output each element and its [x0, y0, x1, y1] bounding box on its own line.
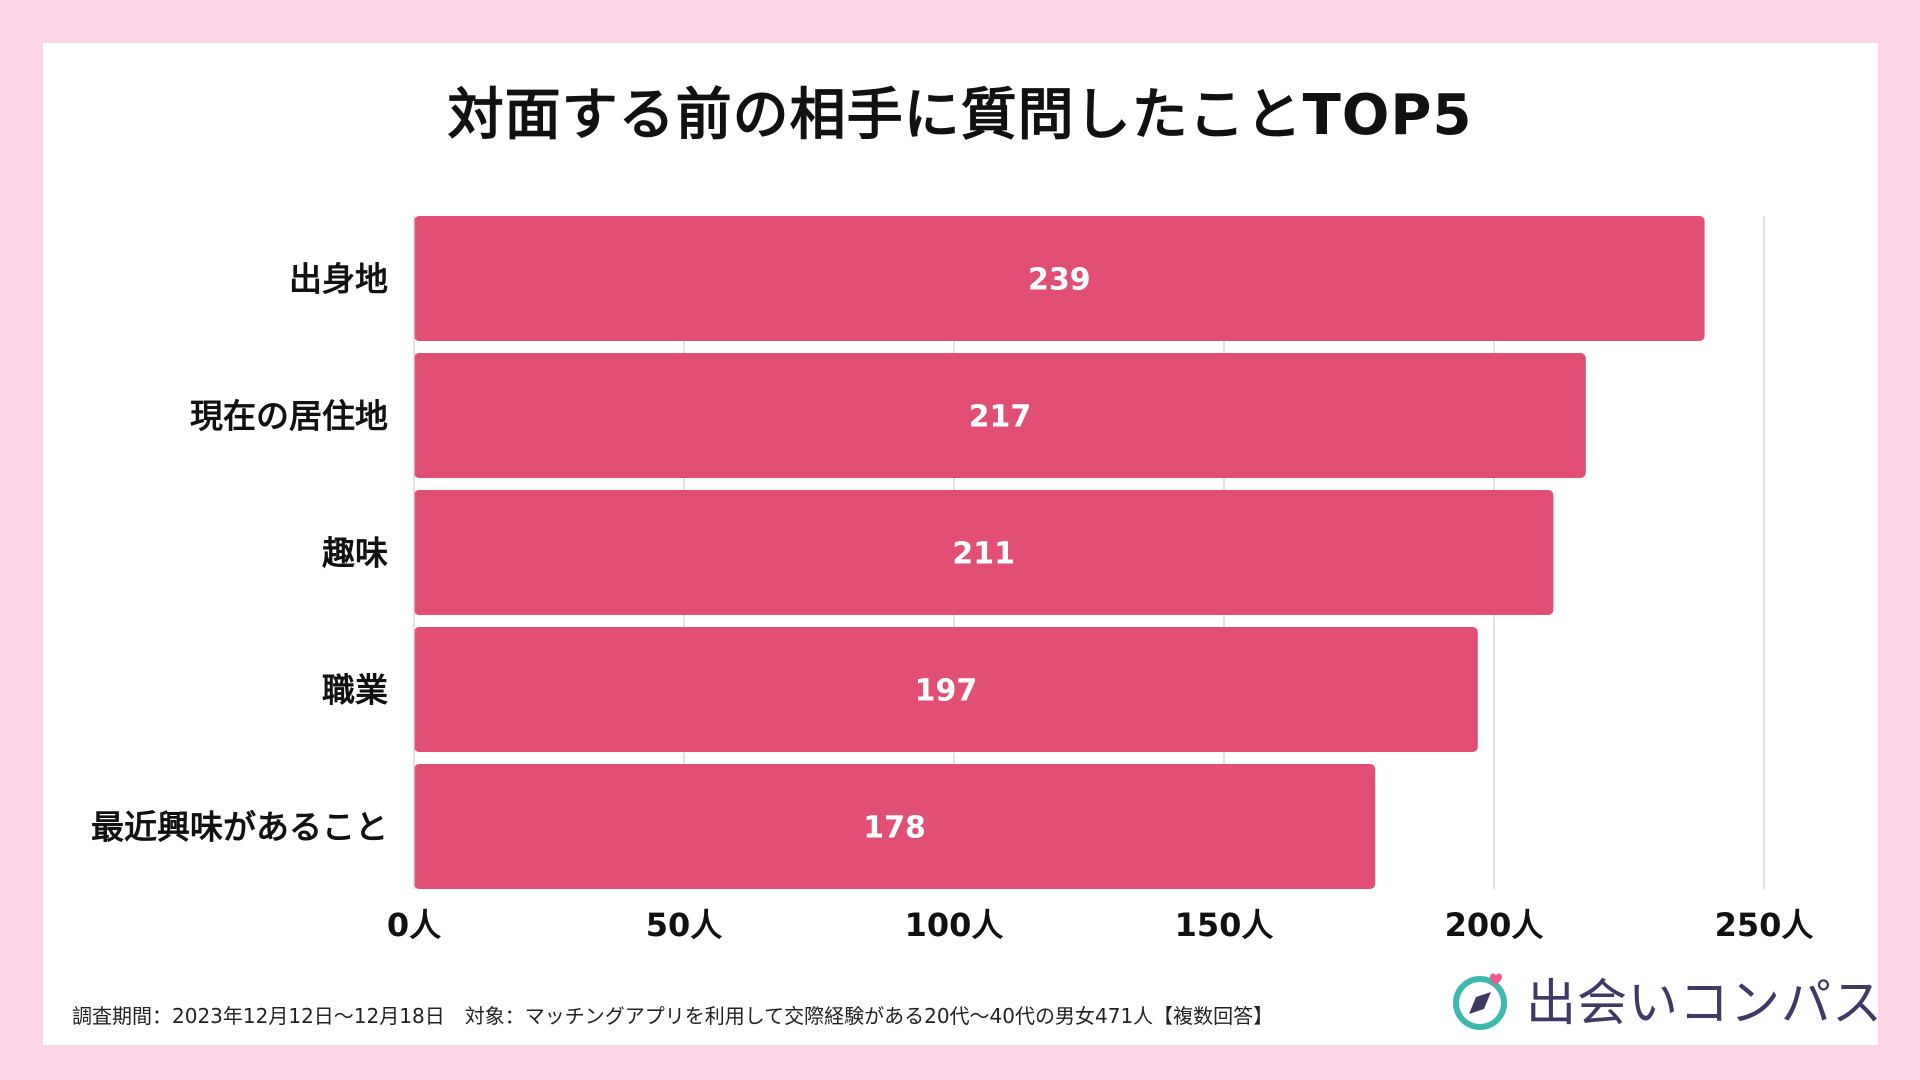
bar [414, 764, 1376, 889]
x-tick-label: 250人 [1715, 906, 1814, 944]
compass-heart-icon [1453, 973, 1507, 1030]
bar-value-label: 239 [1028, 263, 1091, 298]
brand-logo: 出会いコンパス [1452, 967, 1883, 1032]
x-tick-label: 50人 [646, 906, 723, 944]
bar [414, 216, 1705, 341]
category-label: 職業 [322, 671, 388, 710]
bar-value-label: 197 [915, 674, 978, 709]
bar [414, 627, 1478, 752]
survey-footnote: 調査期間：2023年12月12日〜12月18日 対象：マッチングアプリを利用して… [72, 1004, 1274, 1028]
brand-name: 出会いコンパス [1526, 974, 1883, 1032]
x-tick-label: 150人 [1175, 906, 1274, 944]
bar-value-label: 217 [969, 400, 1032, 435]
bar-value-label: 178 [863, 811, 926, 846]
x-tick-label: 100人 [905, 906, 1004, 944]
x-tick-label: 200人 [1445, 906, 1544, 944]
category-label: 趣味 [322, 534, 388, 573]
x-tick-label: 0人 [387, 906, 441, 944]
category-label: 出身地 [289, 260, 388, 299]
bar-value-label: 211 [952, 537, 1015, 572]
bar [414, 353, 1586, 478]
category-label: 現在の居住地 [190, 397, 388, 436]
category-label: 最近興味があること [91, 808, 388, 847]
chart-title: 対面する前の相手に質問したことTOP5 [447, 83, 1473, 148]
bar [414, 490, 1554, 615]
